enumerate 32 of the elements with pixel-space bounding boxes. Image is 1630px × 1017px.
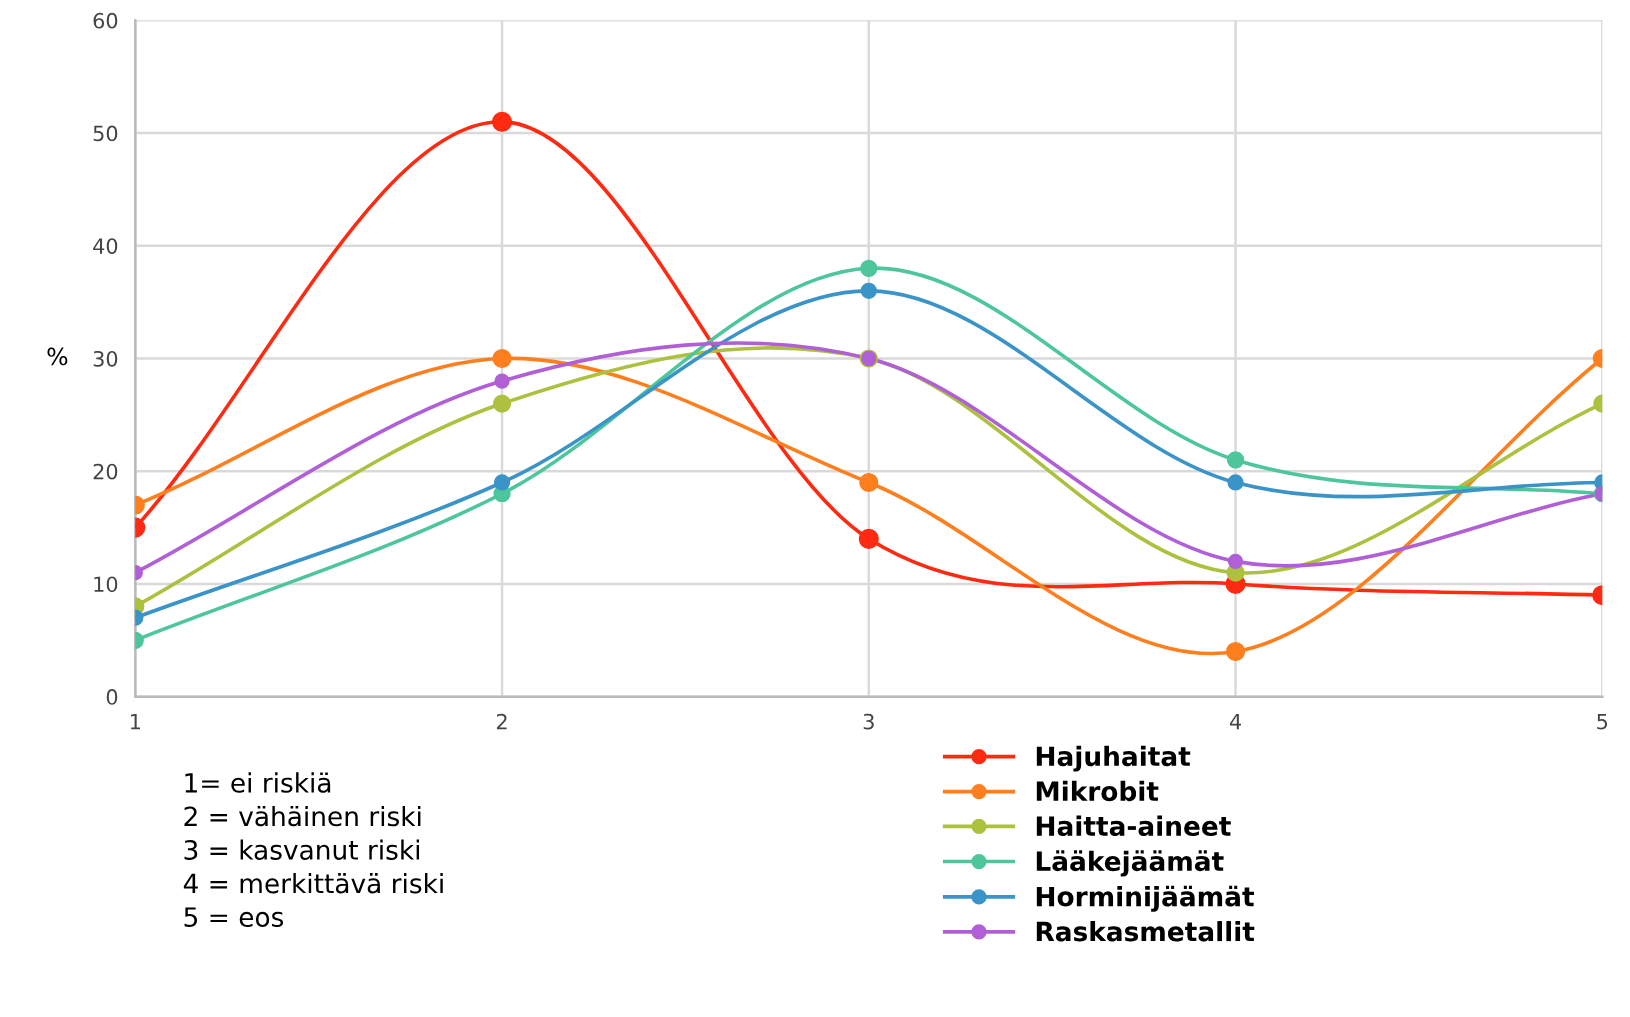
y-tick-label: 60 (93, 12, 118, 29)
x-tick-label: 5 (1597, 713, 1608, 730)
legend-label: Hajuhaitat (1036, 745, 1191, 772)
point (1225, 641, 1246, 662)
point (1226, 451, 1245, 469)
legend-label: Haitta-aineet (1036, 815, 1231, 836)
y-axis-title: % (47, 347, 68, 366)
point (1227, 553, 1244, 570)
x-tick-label: 1 (130, 713, 140, 730)
point (858, 528, 879, 549)
text: 2 = vähäinen riski (184, 805, 421, 827)
y-tick-label: 30 (93, 350, 118, 367)
point (860, 282, 877, 299)
text: 3 = kasvanut riski (184, 839, 420, 860)
y-tick-label: 50 (93, 125, 118, 142)
point (1227, 474, 1244, 491)
y-tick-label: 20 (93, 463, 118, 480)
x-tick-label: 4 (1229, 713, 1241, 730)
legend-label: Horminijäämät (1036, 885, 1254, 912)
text: 1= ei riskiä (185, 772, 331, 793)
y-tick-label: 40 (93, 238, 118, 254)
x-tick-label: 3 (863, 713, 874, 730)
y-tick-label: 10 (94, 576, 118, 593)
text: 5 = eos (184, 907, 284, 928)
point (860, 259, 878, 277)
legend-label: Mikrobit (1036, 780, 1159, 802)
point (859, 472, 879, 493)
legend-label: Lääkejäämät (1036, 850, 1224, 877)
x-tick-label: 2 (496, 713, 507, 730)
legend-label: Raskasmetallit (1036, 921, 1255, 942)
text: 4 = merkittävä riski (183, 873, 443, 894)
y-tick-label: 0 (106, 689, 118, 705)
